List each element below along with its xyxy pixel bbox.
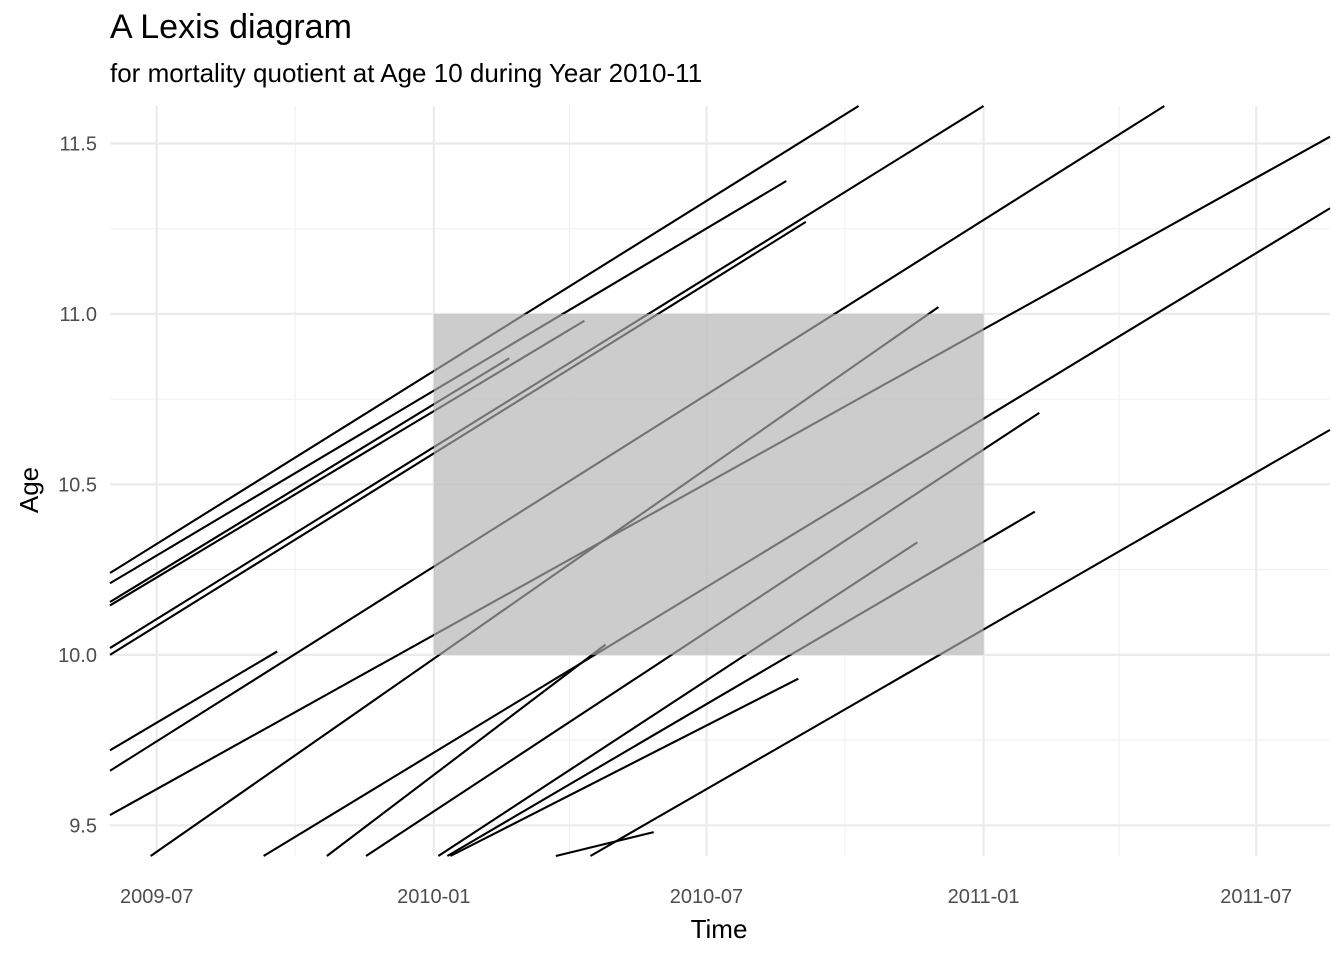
y-axis-title: Age xyxy=(14,467,44,513)
highlight-region-overlay xyxy=(433,313,984,655)
x-axis-ticks: 2009-07 2010-01 2010-07 2011-01 2011-07 xyxy=(120,886,1292,908)
y-tick-label-3: 11.0 xyxy=(60,304,97,326)
lifeline-segment-15 xyxy=(449,677,799,857)
x-axis-title: Time xyxy=(691,914,748,944)
x-tick-label-4: 2011-07 xyxy=(1220,886,1292,908)
x-tick-label-2: 2010-07 xyxy=(670,886,743,908)
x-tick-label-0: 2009-07 xyxy=(120,886,193,908)
lifeline-segment-11 xyxy=(326,643,607,857)
y-tick-label-0: 9.5 xyxy=(69,815,97,837)
lifeline-segment-6 xyxy=(109,650,278,752)
lifeline-segments xyxy=(109,105,1331,858)
chart-title: A Lexis diagram xyxy=(110,8,352,46)
x-tick-label-1: 2010-01 xyxy=(397,886,470,908)
y-tick-label-4: 11.5 xyxy=(60,134,97,156)
y-tick-label-1: 10.0 xyxy=(58,645,97,667)
x-tick-label-3: 2011-01 xyxy=(948,886,1020,908)
y-tick-label-2: 10.5 xyxy=(58,474,97,496)
lifeline-segment-16 xyxy=(555,831,654,858)
chart-subtitle: for mortality quotient at Age 10 during … xyxy=(110,58,703,88)
y-axis-ticks: 9.5 10.0 10.5 11.0 11.5 xyxy=(58,134,97,838)
